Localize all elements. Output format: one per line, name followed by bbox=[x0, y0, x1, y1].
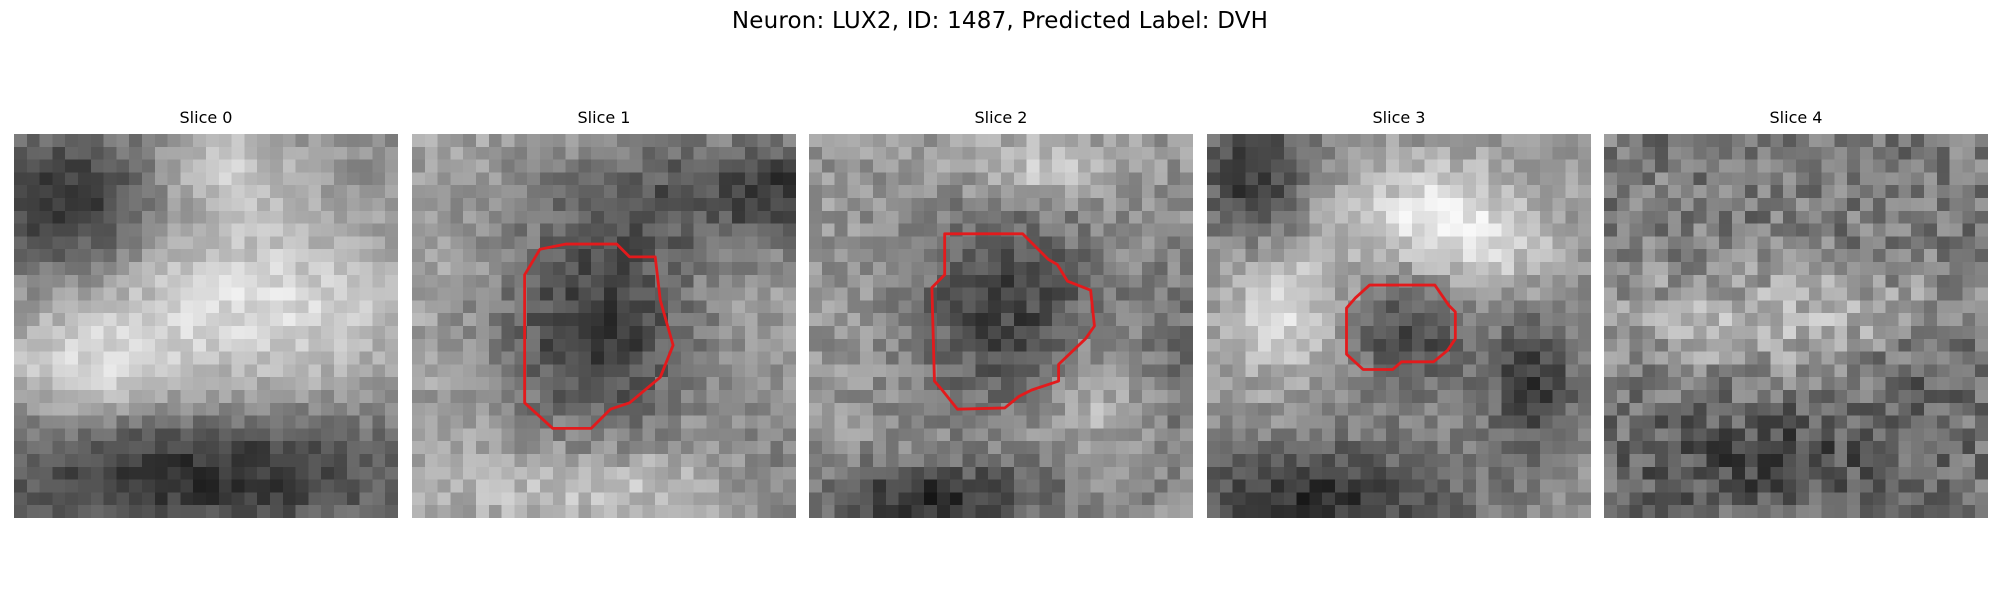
figure-title: Neuron: LUX2, ID: 1487, Predicted Label:… bbox=[731, 8, 1269, 34]
slice-image bbox=[1604, 134, 1988, 518]
roi-contour bbox=[523, 242, 675, 430]
slice-image bbox=[14, 134, 398, 518]
contour-overlay bbox=[1345, 283, 1457, 371]
roi-contour bbox=[1345, 283, 1457, 371]
slice-title: Slice 0 bbox=[179, 108, 233, 127]
slice-title: Slice 1 bbox=[577, 108, 631, 127]
contour-overlay bbox=[523, 242, 675, 430]
slice-image bbox=[1207, 134, 1591, 518]
contour-overlay bbox=[1604, 134, 1988, 518]
slice-title: Slice 3 bbox=[1372, 108, 1426, 127]
contour-overlay bbox=[930, 232, 1096, 411]
roi-contour bbox=[930, 232, 1096, 411]
slice-image bbox=[809, 134, 1193, 518]
slice-image bbox=[412, 134, 796, 518]
contour-overlay bbox=[14, 134, 398, 518]
slice-title: Slice 2 bbox=[974, 108, 1028, 127]
slice-title: Slice 4 bbox=[1769, 108, 1823, 127]
